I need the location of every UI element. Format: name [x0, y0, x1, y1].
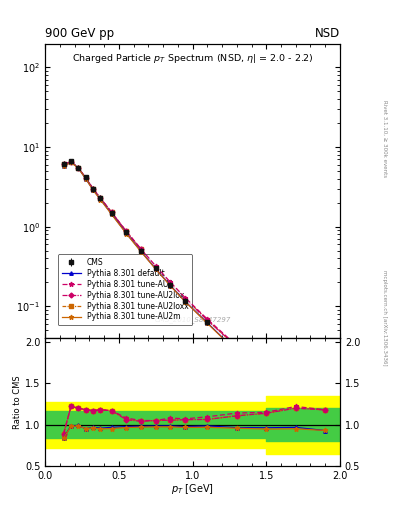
Pythia 8.301 default [183, 298, 187, 305]
Pythia 8.301 default [61, 163, 66, 169]
Pythia 8.301 tune-AU2m [69, 159, 73, 165]
Pythia 8.301 tune-AU2 [124, 228, 129, 234]
Pythia 8.301 tune-AU2m [61, 163, 66, 169]
Pythia 8.301 tune-AU2lox [205, 317, 210, 323]
Pythia 8.301 default [205, 319, 210, 326]
Pythia 8.301 default [264, 375, 269, 381]
Pythia 8.301 default [76, 165, 81, 171]
Pythia 8.301 tune-AU2m [109, 211, 114, 218]
Pythia 8.301 tune-AU2m [98, 197, 103, 203]
Pythia 8.301 tune-AU2m [264, 376, 269, 382]
Pythia 8.301 default [234, 349, 239, 355]
Pythia 8.301 default [98, 196, 103, 202]
X-axis label: $p_T$ [GeV]: $p_T$ [GeV] [171, 482, 214, 496]
Pythia 8.301 tune-AU2 [323, 421, 328, 427]
Line: Pythia 8.301 tune-AU2loxx: Pythia 8.301 tune-AU2loxx [62, 160, 327, 426]
Text: Charged Particle $p_T$ Spectrum (NSD, $\eta$| = 2.0 - 2.2): Charged Particle $p_T$ Spectrum (NSD, $\… [72, 52, 314, 66]
Legend: CMS, Pythia 8.301 default, Pythia 8.301 tune-AU2, Pythia 8.301 tune-AU2lox, Pyth: CMS, Pythia 8.301 default, Pythia 8.301 … [58, 254, 193, 325]
Pythia 8.301 tune-AU2lox [83, 175, 88, 181]
Pythia 8.301 tune-AU2lox [183, 295, 187, 302]
Line: Pythia 8.301 tune-AU2: Pythia 8.301 tune-AU2 [61, 159, 328, 426]
Pythia 8.301 default [293, 401, 298, 408]
Pythia 8.301 tune-AU2 [91, 186, 95, 192]
Pythia 8.301 tune-AU2 [293, 394, 298, 400]
Pythia 8.301 tune-AU2loxx [168, 280, 173, 286]
Pythia 8.301 tune-AU2m [91, 187, 95, 193]
Pythia 8.301 tune-AU2m [323, 430, 328, 436]
Pythia 8.301 tune-AU2lox [264, 369, 269, 375]
Pythia 8.301 tune-AU2m [183, 298, 187, 305]
Text: mcplots.cern.ch [arXiv:1306.3436]: mcplots.cern.ch [arXiv:1306.3436] [382, 270, 387, 365]
Pythia 8.301 tune-AU2lox [168, 280, 173, 286]
Pythia 8.301 tune-AU2 [168, 279, 173, 285]
Pythia 8.301 tune-AU2loxx [69, 159, 73, 165]
Pythia 8.301 default [91, 187, 95, 193]
Pythia 8.301 tune-AU2 [98, 195, 103, 201]
Pythia 8.301 default [139, 248, 143, 254]
Pythia 8.301 tune-AU2loxx [98, 195, 103, 201]
Text: NSD: NSD [315, 27, 340, 40]
Text: Rivet 3.1.10, ≥ 300k events: Rivet 3.1.10, ≥ 300k events [382, 100, 387, 177]
Line: Pythia 8.301 tune-AU2lox: Pythia 8.301 tune-AU2lox [62, 160, 327, 426]
Pythia 8.301 tune-AU2loxx [76, 165, 81, 171]
Pythia 8.301 tune-AU2loxx [264, 369, 269, 375]
Pythia 8.301 tune-AU2 [83, 175, 88, 181]
Pythia 8.301 default [124, 230, 129, 236]
Pythia 8.301 tune-AU2m [168, 283, 173, 289]
Pythia 8.301 tune-AU2 [264, 369, 269, 375]
Pythia 8.301 tune-AU2loxx [61, 161, 66, 167]
Pythia 8.301 tune-AU2m [205, 321, 210, 327]
Pythia 8.301 tune-AU2lox [293, 394, 298, 400]
Pythia 8.301 tune-AU2loxx [293, 394, 298, 400]
Pythia 8.301 tune-AU2lox [124, 228, 129, 234]
Pythia 8.301 tune-AU2m [76, 165, 81, 172]
Pythia 8.301 default [83, 176, 88, 182]
Pythia 8.301 tune-AU2loxx [124, 228, 129, 234]
Text: CMS_2010_S8547297: CMS_2010_S8547297 [154, 316, 231, 323]
Pythia 8.301 tune-AU2m [153, 266, 158, 272]
Pythia 8.301 tune-AU2loxx [183, 295, 187, 302]
Pythia 8.301 tune-AU2 [234, 343, 239, 349]
Pythia 8.301 tune-AU2loxx [83, 175, 88, 181]
Pythia 8.301 tune-AU2lox [323, 421, 328, 427]
Pythia 8.301 tune-AU2lox [98, 195, 103, 201]
Pythia 8.301 default [69, 159, 73, 165]
Pythia 8.301 tune-AU2lox [139, 246, 143, 252]
Pythia 8.301 tune-AU2lox [153, 264, 158, 270]
Line: Pythia 8.301 tune-AU2m: Pythia 8.301 tune-AU2m [61, 160, 328, 435]
Line: Pythia 8.301 default: Pythia 8.301 default [62, 160, 327, 434]
Pythia 8.301 tune-AU2m [139, 249, 143, 255]
Y-axis label: Ratio to CMS: Ratio to CMS [13, 375, 22, 429]
Pythia 8.301 tune-AU2loxx [153, 264, 158, 270]
Pythia 8.301 tune-AU2lox [76, 165, 81, 171]
Pythia 8.301 tune-AU2lox [69, 159, 73, 165]
Pythia 8.301 tune-AU2 [109, 209, 114, 215]
Pythia 8.301 default [323, 430, 328, 436]
Pythia 8.301 tune-AU2loxx [109, 209, 114, 215]
Text: 900 GeV pp: 900 GeV pp [45, 27, 114, 40]
Pythia 8.301 tune-AU2lox [234, 344, 239, 350]
Pythia 8.301 tune-AU2loxx [139, 246, 143, 252]
Pythia 8.301 tune-AU2loxx [205, 317, 210, 323]
Pythia 8.301 tune-AU2 [183, 294, 187, 301]
Pythia 8.301 tune-AU2 [139, 246, 143, 252]
Pythia 8.301 tune-AU2loxx [91, 186, 95, 192]
Pythia 8.301 default [153, 266, 158, 272]
Pythia 8.301 default [109, 211, 114, 217]
Pythia 8.301 tune-AU2loxx [323, 421, 328, 427]
Pythia 8.301 tune-AU2 [205, 316, 210, 322]
Pythia 8.301 default [168, 283, 173, 289]
Pythia 8.301 tune-AU2m [234, 349, 239, 355]
Pythia 8.301 tune-AU2 [61, 161, 66, 167]
Pythia 8.301 tune-AU2loxx [234, 344, 239, 350]
Pythia 8.301 tune-AU2lox [91, 186, 95, 192]
Pythia 8.301 tune-AU2 [76, 165, 81, 171]
Pythia 8.301 tune-AU2m [83, 176, 88, 182]
Pythia 8.301 tune-AU2lox [109, 209, 114, 215]
Pythia 8.301 tune-AU2 [153, 263, 158, 269]
Pythia 8.301 tune-AU2m [124, 230, 129, 237]
Pythia 8.301 tune-AU2 [69, 159, 73, 165]
Pythia 8.301 tune-AU2m [293, 402, 298, 409]
Pythia 8.301 tune-AU2lox [61, 161, 66, 167]
